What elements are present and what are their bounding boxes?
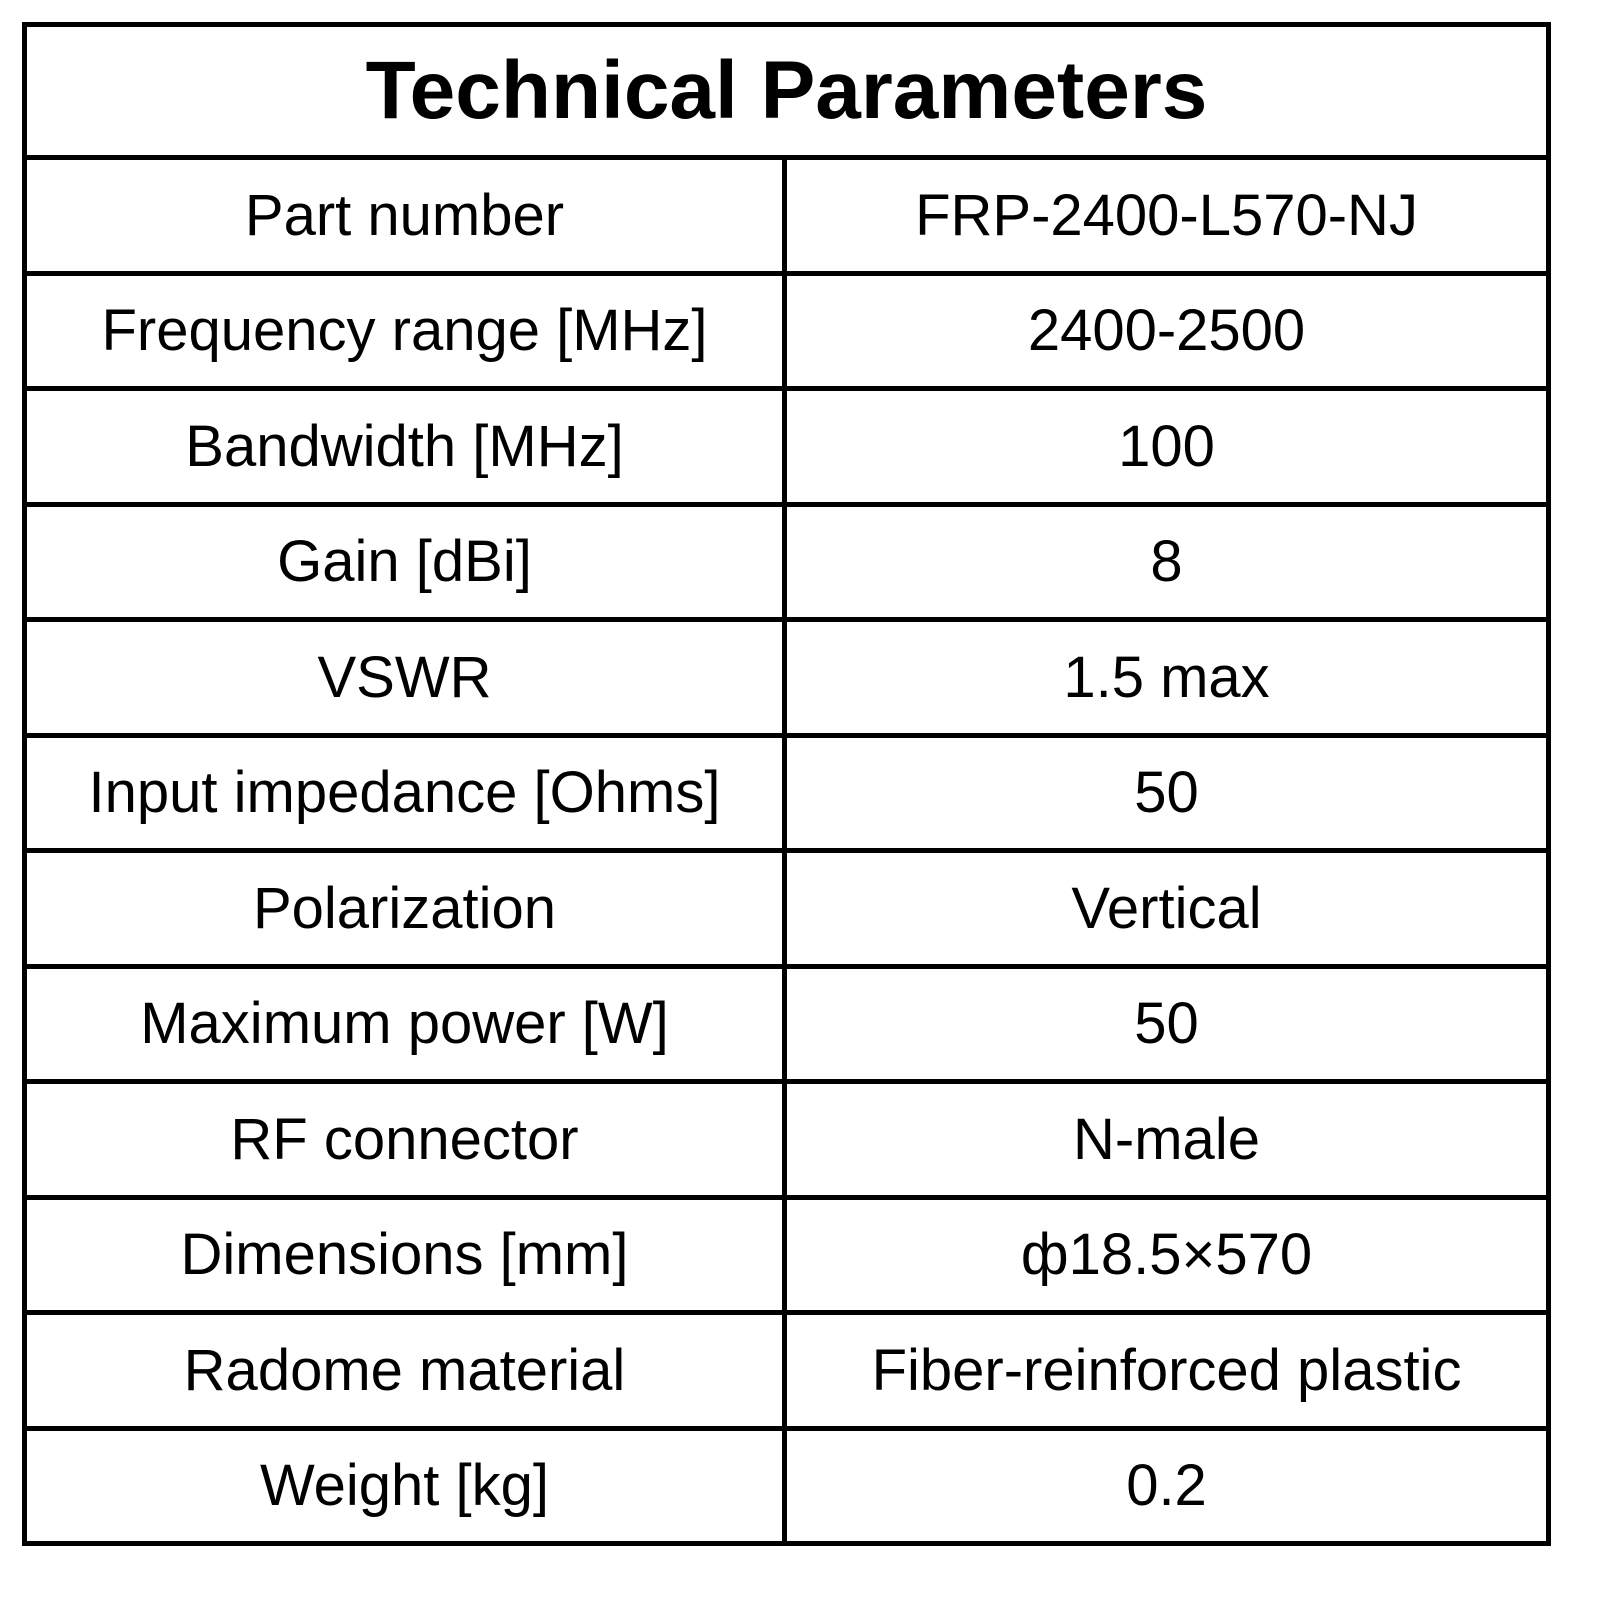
table-row: Weight [kg] 0.2	[22, 1425, 1552, 1546]
parameter-value: 1.5 max	[781, 617, 1552, 738]
parameter-name: Frequency range [MHz]	[22, 270, 787, 391]
table-row: Maximum power [W] 50	[22, 963, 1552, 1084]
parameter-value: 8	[781, 501, 1552, 622]
parameter-value: N-male	[781, 1079, 1552, 1200]
parameter-value: 50	[781, 963, 1552, 1084]
parameter-value: FRP-2400-L570-NJ	[781, 155, 1552, 276]
parameter-name: Dimensions [mm]	[22, 1194, 787, 1315]
parameter-name: VSWR	[22, 617, 787, 738]
parameter-name: Radome material	[22, 1310, 787, 1431]
parameter-value: Vertical	[781, 848, 1552, 969]
table-row: Bandwidth [MHz] 100	[22, 386, 1552, 507]
parameters-table: Technical Parameters Part number FRP-2400…	[21, 22, 1552, 1546]
parameter-value: 50	[781, 732, 1552, 853]
parameter-value: Fiber-reinforced plastic	[781, 1310, 1552, 1431]
parameter-name: RF connector	[22, 1079, 787, 1200]
table-row: Polarization Vertical	[22, 848, 1552, 969]
parameter-value: 2400-2500	[781, 270, 1552, 391]
parameter-name: Part number	[22, 155, 787, 276]
table-row: Input impedance [Ohms] 50	[22, 732, 1552, 853]
table-row: Gain [dBi] 8	[22, 501, 1552, 622]
table-row: Part number FRP-2400-L570-NJ	[22, 155, 1552, 276]
parameter-name: Gain [dBi]	[22, 501, 787, 622]
parameter-name: Maximum power [W]	[22, 963, 787, 1084]
parameter-name: Input impedance [Ohms]	[22, 732, 787, 853]
table-row: Radome material Fiber-reinforced plastic	[22, 1310, 1552, 1431]
table-row: Frequency range [MHz] 2400-2500	[22, 270, 1552, 391]
parameter-value: 100	[781, 386, 1552, 507]
table-row: VSWR 1.5 max	[22, 617, 1552, 738]
parameter-value: 0.2	[781, 1425, 1552, 1546]
parameter-value: ф18.5×570	[781, 1194, 1552, 1315]
parameter-name: Polarization	[22, 848, 787, 969]
parameter-name: Bandwidth [MHz]	[22, 386, 787, 507]
table-row: RF connector N-male	[22, 1079, 1552, 1200]
parameter-name: Weight [kg]	[22, 1425, 787, 1546]
table-title: Technical Parameters	[21, 22, 1552, 160]
title-row: Technical Parameters	[21, 22, 1552, 160]
table-row: Dimensions [mm] ф18.5×570	[22, 1194, 1552, 1315]
table-body: Part number FRP-2400-L570-NJ Frequency ran…	[22, 155, 1552, 1546]
